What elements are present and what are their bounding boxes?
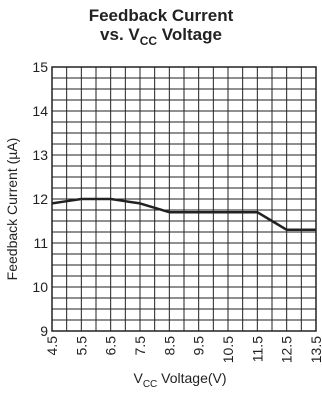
x-tick-label: 10.5	[220, 336, 236, 363]
x-axis-label-suffix: Voltage(V)	[157, 370, 227, 386]
x-tick-label: 11.5	[249, 336, 265, 362]
y-tick-label: 10	[32, 279, 48, 295]
y-tick-label: 9	[40, 323, 48, 339]
y-axis-label-text: Feedback Current (µA)	[4, 137, 20, 281]
x-tick-label: 13.5	[308, 336, 322, 363]
title-line-2-prefix: vs. V	[100, 25, 140, 44]
x-tick-label: 9.5	[191, 336, 207, 356]
x-tick-label: 4.5	[44, 336, 60, 356]
x-axis-label-main: V	[133, 370, 143, 386]
y-tick-label: 11	[33, 235, 48, 251]
title-line-2-suffix: Voltage	[157, 25, 222, 44]
series-line	[51, 197, 316, 232]
title-line-2: vs. VCC Voltage	[0, 25, 322, 48]
title-line-2-subscript: CC	[139, 34, 158, 48]
x-tick-label: 8.5	[161, 336, 177, 356]
y-tick-label: 14	[32, 103, 48, 119]
x-tick-label: 6.5	[103, 336, 119, 356]
plot-frame	[51, 66, 317, 332]
chart-title: Feedback Current vs. VCC Voltage	[0, 6, 322, 48]
y-tick-label: 12	[32, 191, 48, 207]
x-tick-label: 7.5	[132, 336, 148, 356]
x-tick-label: 5.5	[73, 336, 89, 356]
y-tick-label: 15	[32, 59, 48, 75]
x-tick-label: 12.5	[279, 336, 295, 363]
y-tick-label: 13	[32, 147, 48, 163]
x-axis-label-subscript: CC	[142, 379, 158, 390]
title-line-1: Feedback Current	[88, 6, 234, 25]
x-axis-label: VCC Voltage(V)	[0, 370, 322, 390]
